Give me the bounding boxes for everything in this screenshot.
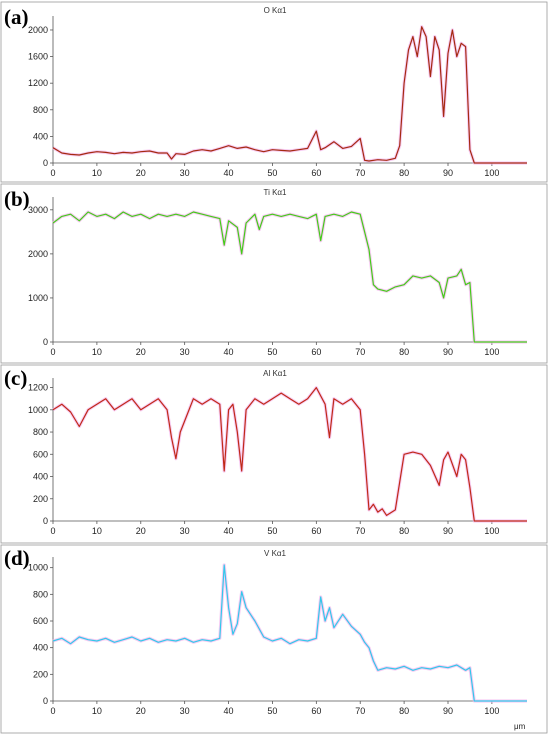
x-tick-label: 50 xyxy=(267,526,277,536)
x-tick-label: 90 xyxy=(443,706,453,716)
x-tick-label: 50 xyxy=(267,706,277,716)
panel-c: (c) Al Kα1 0 10 20 30 40 50 60 70 80 90 1000200400… xyxy=(0,364,548,544)
x-tick-label: 0 xyxy=(50,168,55,178)
y-tick-label: 3000 xyxy=(28,205,48,215)
x-tick-label: 100 xyxy=(484,168,499,178)
y-tick-label: 0 xyxy=(43,516,48,526)
panel-title: V Kα1 xyxy=(264,549,287,558)
x-tick-label: 0 xyxy=(50,347,55,357)
panel-label: (b) xyxy=(4,187,30,211)
x-tick-label: 10 xyxy=(92,168,102,178)
x-tick-label: 60 xyxy=(311,168,321,178)
y-tick-label: 400 xyxy=(33,131,48,141)
x-tick-label: 10 xyxy=(92,347,102,357)
y-tick-label: 2000 xyxy=(28,249,48,259)
x-tick-label: 30 xyxy=(180,526,190,536)
x-tick-label: 90 xyxy=(443,347,453,357)
x-tick-label: 0 xyxy=(50,526,55,536)
panel-title: Al Kα1 xyxy=(263,369,287,378)
x-tick-label: 80 xyxy=(399,168,409,178)
series-line xyxy=(52,387,527,522)
y-tick-label: 2000 xyxy=(28,25,48,35)
x-tick-label: 10 xyxy=(92,526,102,536)
y-tick-label: 0 xyxy=(43,337,48,347)
y-tick-label: 0 xyxy=(43,158,48,168)
y-tick-label: 200 xyxy=(33,494,48,504)
x-tick-label: 30 xyxy=(180,706,190,716)
y-tick-label: 1600 xyxy=(28,52,48,62)
x-tick-label: 30 xyxy=(180,168,190,178)
y-tick-label: 1000 xyxy=(28,563,48,573)
panel-label: (a) xyxy=(4,5,29,29)
x-tick-label: 0 xyxy=(50,706,55,716)
y-tick-label: 1000 xyxy=(28,405,48,415)
x-tick-label: 40 xyxy=(224,526,234,536)
x-tick-label: 90 xyxy=(443,526,453,536)
panel-label: (c) xyxy=(4,366,27,390)
series-line xyxy=(52,211,527,343)
x-tick-label: 100 xyxy=(484,706,499,716)
x-tick-label: 80 xyxy=(399,526,409,536)
series-line xyxy=(52,564,527,702)
x-axis-unit: μm xyxy=(514,722,526,731)
x-tick-label: 10 xyxy=(92,706,102,716)
x-tick-label: 40 xyxy=(224,706,234,716)
x-tick-label: 100 xyxy=(484,347,499,357)
x-tick-label: 20 xyxy=(136,347,146,357)
x-tick-label: 100 xyxy=(484,526,499,536)
x-tick-label: 70 xyxy=(355,347,365,357)
panel-title: Ti Kα1 xyxy=(264,188,288,197)
y-tick-label: 800 xyxy=(33,589,48,599)
panel-d: (d) V Kα1 μm 0 10 20 30 40 50 60 70 80 90 10002004… xyxy=(0,544,548,734)
x-tick-label: 80 xyxy=(399,347,409,357)
x-tick-label: 40 xyxy=(224,168,234,178)
x-tick-label: 70 xyxy=(355,706,365,716)
x-tick-label: 20 xyxy=(136,706,146,716)
x-tick-label: 20 xyxy=(136,526,146,536)
y-tick-label: 800 xyxy=(33,105,48,115)
x-tick-label: 40 xyxy=(224,347,234,357)
panel-frame xyxy=(0,183,548,364)
x-tick-label: 70 xyxy=(355,526,365,536)
y-tick-label: 600 xyxy=(33,449,48,459)
panel-a: (a) O Kα1 0 10 20 30 40 50 60 70 80 90 100 0 400 800 1… xyxy=(0,1,548,183)
x-tick-label: 60 xyxy=(311,706,321,716)
panel-b: (b) Ti Kα1 0 10 20 30 40 50 60 70 80 90 1000100020… xyxy=(0,183,548,364)
x-tick-label: 50 xyxy=(267,168,277,178)
y-tick-label: 600 xyxy=(33,616,48,626)
panel-frame xyxy=(0,364,548,544)
x-tick-label: 90 xyxy=(443,168,453,178)
y-tick-label: 1200 xyxy=(28,78,48,88)
x-tick-label: 50 xyxy=(267,347,277,357)
x-tick-label: 60 xyxy=(311,526,321,536)
y-tick-label: 1000 xyxy=(28,293,48,303)
panel-title: O Kα1 xyxy=(264,6,287,15)
y-tick-label: 1200 xyxy=(28,383,48,393)
x-tick-label: 80 xyxy=(399,706,409,716)
panel-label: (d) xyxy=(4,546,30,570)
x-tick-label: 20 xyxy=(136,168,146,178)
y-tick-label: 800 xyxy=(33,427,48,437)
x-tick-label: 60 xyxy=(311,347,321,357)
x-tick-label: 70 xyxy=(355,168,365,178)
y-tick-label: 0 xyxy=(43,696,48,706)
y-tick-label: 400 xyxy=(33,472,48,482)
series-line xyxy=(52,26,527,164)
y-tick-label: 200 xyxy=(33,669,48,679)
y-tick-label: 400 xyxy=(33,643,48,653)
x-tick-label: 30 xyxy=(180,347,190,357)
